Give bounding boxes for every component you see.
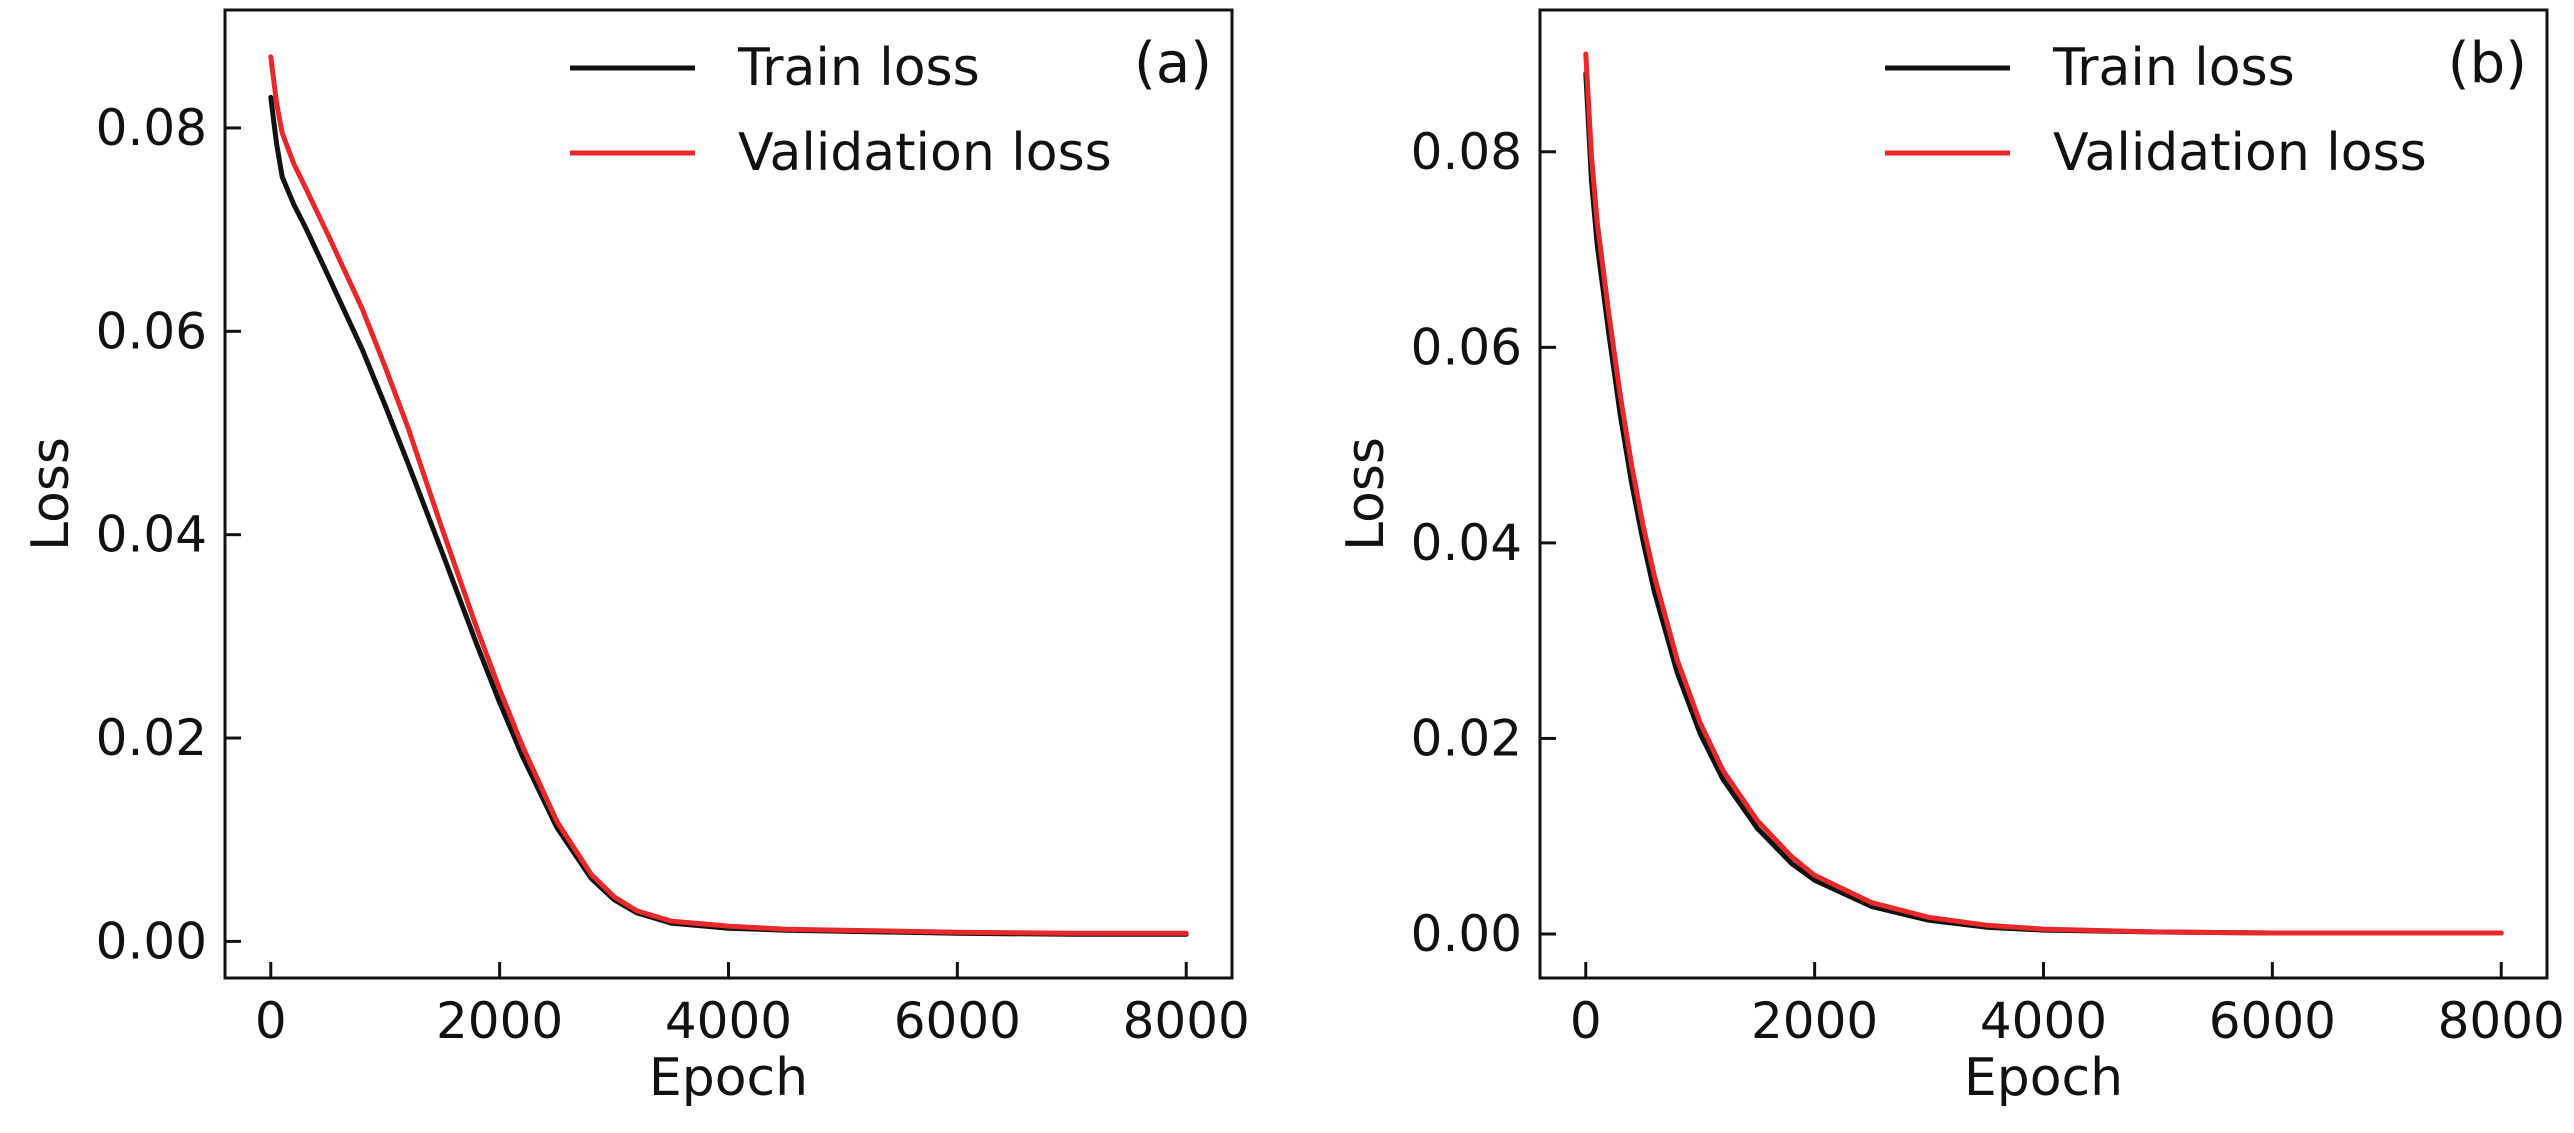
y-tick-label: 0.02 (96, 709, 207, 767)
y-tick-label: 0.02 (1411, 709, 1522, 767)
panel-label: (a) (1134, 31, 1212, 96)
y-tick-label: 0.00 (96, 912, 207, 970)
legend-label: Train loss (2052, 38, 2295, 98)
series-line-validation-loss (1583, 51, 2504, 936)
x-tick-label: 0 (1570, 992, 1602, 1050)
x-axis-title: Epoch (1964, 1048, 2123, 1108)
y-tick-label: 0.04 (96, 506, 207, 564)
legend-label: Validation loss (2053, 123, 2427, 183)
x-tick-label: 8000 (2438, 992, 2565, 1050)
x-tick-label: 4000 (1980, 992, 2107, 1050)
chart-panel-b: 0 2000 4000 6000 8000 0.00 0.02 0.04 0.06 0.08 Epo… (1336, 8, 2565, 1108)
x-tick-label: 2000 (436, 992, 563, 1050)
legend-label: Train loss (737, 38, 980, 98)
x-axis-title: Epoch (649, 1048, 808, 1108)
panel-label: (b) (2448, 31, 2527, 96)
y-tick-label: 0.08 (96, 99, 207, 157)
y-axis-title: Loss (21, 437, 81, 551)
x-tick-label: 0 (255, 992, 287, 1050)
y-axis-title: Loss (1336, 437, 1396, 551)
series-line-validation-loss (268, 54, 1189, 936)
x-tick-label: 8000 (1123, 992, 1250, 1050)
series-line-train-loss (1583, 71, 2504, 936)
x-tick-label: 2000 (1751, 992, 1878, 1050)
y-tick-label: 0.04 (1411, 514, 1522, 572)
y-tick-label: 0.06 (96, 302, 207, 360)
legend-label: Validation loss (738, 123, 1112, 183)
y-tick-label: 0.00 (1411, 905, 1522, 963)
y-tick-label: 0.08 (1411, 123, 1522, 181)
x-tick-label: 6000 (2209, 992, 2336, 1050)
x-tick-label: 6000 (894, 992, 1021, 1050)
y-tick-label: 0.06 (1411, 318, 1522, 376)
x-tick-label: 4000 (665, 992, 792, 1050)
series-line-train-loss (268, 94, 1189, 937)
chart-panel-a: 0 2000 4000 6000 8000 0.00 0.02 0.04 0.06 0.08 Epo… (21, 8, 1250, 1108)
